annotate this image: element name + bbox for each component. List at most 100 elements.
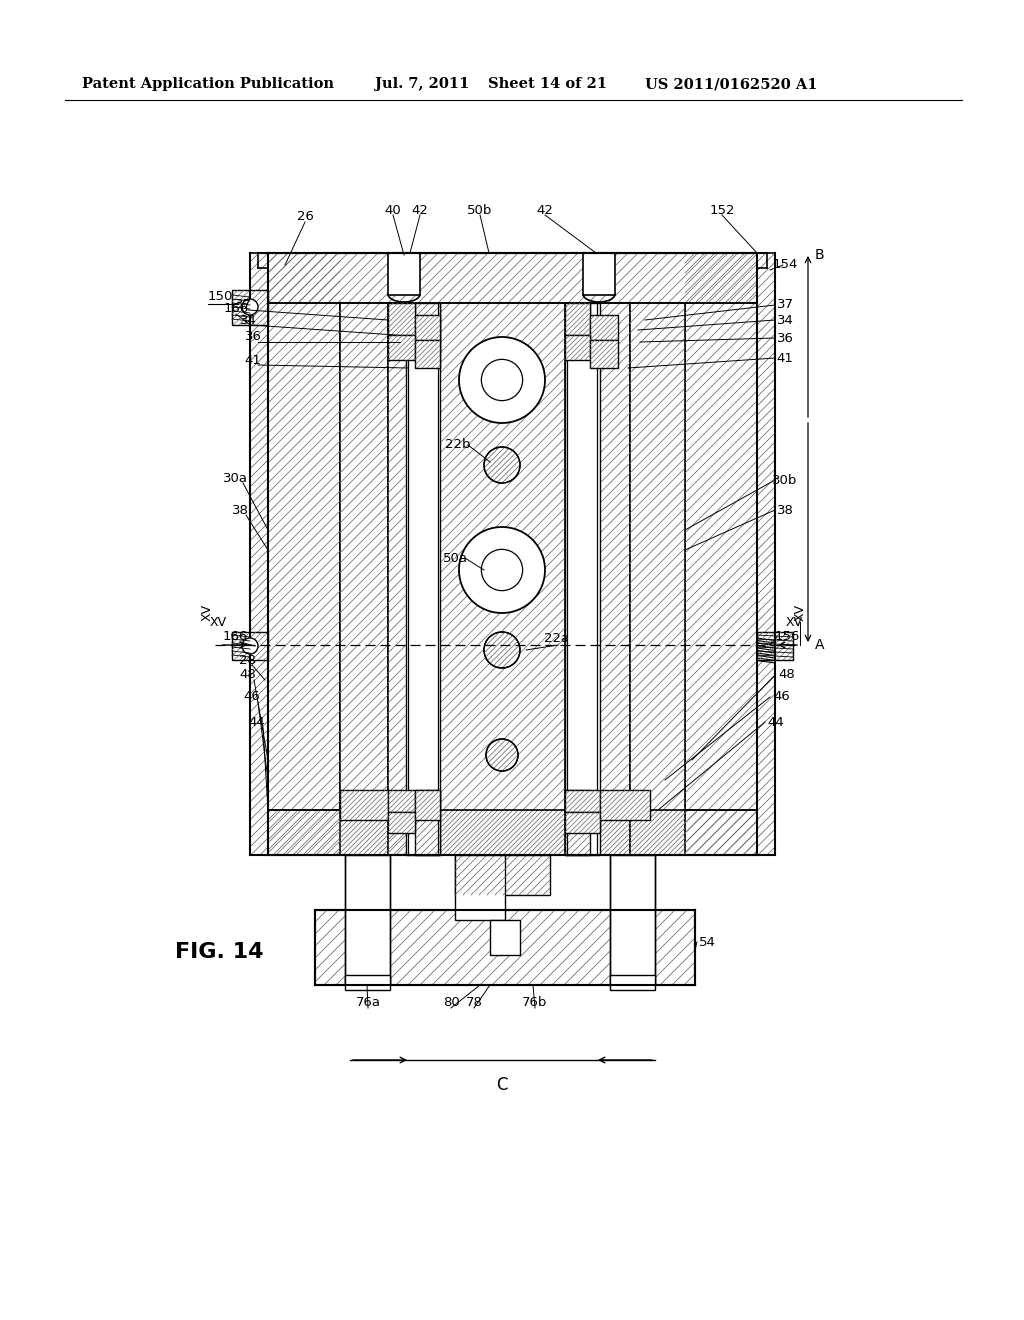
Text: 34: 34 bbox=[776, 314, 794, 326]
Bar bbox=[388, 335, 415, 360]
Bar bbox=[268, 253, 757, 304]
Text: FIG. 14: FIG. 14 bbox=[175, 942, 263, 962]
Text: 54: 54 bbox=[698, 936, 716, 949]
Text: 78: 78 bbox=[466, 995, 482, 1008]
Text: XV: XV bbox=[785, 615, 803, 628]
Text: 37: 37 bbox=[234, 298, 252, 312]
Bar bbox=[388, 789, 415, 812]
Bar bbox=[388, 304, 415, 335]
Bar bbox=[630, 304, 685, 855]
Text: 30b: 30b bbox=[772, 474, 798, 487]
Bar bbox=[232, 632, 268, 660]
Circle shape bbox=[486, 739, 518, 771]
Circle shape bbox=[459, 527, 545, 612]
Bar bbox=[565, 335, 590, 360]
Bar bbox=[415, 789, 440, 820]
Text: 41: 41 bbox=[245, 354, 261, 367]
Bar bbox=[565, 304, 590, 335]
Bar bbox=[590, 315, 618, 341]
Text: XV: XV bbox=[794, 603, 807, 620]
Bar bbox=[388, 812, 415, 833]
Text: US 2011/0162520 A1: US 2011/0162520 A1 bbox=[645, 77, 817, 91]
Text: 154: 154 bbox=[772, 259, 798, 272]
Bar bbox=[415, 789, 440, 855]
Bar bbox=[583, 253, 615, 294]
Text: 44: 44 bbox=[249, 715, 265, 729]
Text: 46: 46 bbox=[244, 690, 260, 704]
Bar bbox=[610, 855, 655, 985]
Bar bbox=[232, 290, 268, 325]
Text: 38: 38 bbox=[776, 503, 794, 516]
Bar bbox=[757, 632, 793, 660]
Text: 22b: 22b bbox=[445, 438, 471, 451]
Bar bbox=[345, 975, 390, 990]
Text: 42: 42 bbox=[412, 203, 428, 216]
Bar bbox=[340, 304, 388, 855]
Bar bbox=[250, 253, 268, 855]
Bar bbox=[268, 253, 340, 855]
Circle shape bbox=[484, 447, 520, 483]
Text: XV: XV bbox=[201, 603, 213, 620]
Bar bbox=[565, 304, 600, 855]
Text: 50b: 50b bbox=[467, 203, 493, 216]
Bar bbox=[600, 789, 650, 820]
Bar bbox=[565, 812, 600, 833]
Text: 46: 46 bbox=[773, 690, 791, 704]
Bar bbox=[440, 304, 565, 855]
Text: 40: 40 bbox=[385, 203, 401, 216]
Text: 150: 150 bbox=[207, 289, 232, 302]
Bar bbox=[455, 855, 505, 920]
Text: 30a: 30a bbox=[222, 471, 248, 484]
Bar bbox=[590, 341, 618, 368]
Text: 156: 156 bbox=[774, 631, 800, 644]
Text: 36: 36 bbox=[245, 330, 261, 343]
Bar bbox=[565, 304, 590, 355]
Text: 44: 44 bbox=[768, 715, 784, 729]
Bar bbox=[415, 304, 440, 355]
Bar bbox=[268, 810, 757, 855]
Bar bbox=[415, 315, 440, 341]
Text: 26: 26 bbox=[297, 210, 313, 223]
Bar bbox=[610, 975, 655, 990]
Text: XV: XV bbox=[210, 615, 226, 628]
Bar bbox=[415, 341, 440, 368]
Bar bbox=[345, 855, 390, 985]
Text: A: A bbox=[815, 638, 824, 652]
Circle shape bbox=[481, 549, 522, 590]
Bar bbox=[455, 855, 550, 895]
Circle shape bbox=[242, 300, 258, 315]
Circle shape bbox=[481, 359, 522, 401]
Text: 48: 48 bbox=[240, 668, 256, 681]
Text: 80: 80 bbox=[442, 995, 460, 1008]
Text: 41: 41 bbox=[776, 351, 794, 364]
Bar bbox=[565, 789, 600, 812]
Text: Sheet 14 of 21: Sheet 14 of 21 bbox=[488, 77, 607, 91]
Text: Jul. 7, 2011: Jul. 7, 2011 bbox=[375, 77, 469, 91]
Text: 37: 37 bbox=[776, 298, 794, 312]
Text: 42: 42 bbox=[537, 203, 553, 216]
Text: 76b: 76b bbox=[522, 995, 548, 1008]
Circle shape bbox=[484, 632, 520, 668]
Bar bbox=[685, 253, 757, 855]
Text: 34: 34 bbox=[240, 314, 256, 326]
Bar bbox=[388, 253, 420, 294]
Text: 48: 48 bbox=[778, 668, 796, 681]
Text: 76a: 76a bbox=[355, 995, 381, 1008]
Circle shape bbox=[459, 337, 545, 422]
Bar bbox=[757, 253, 775, 855]
Text: 50a: 50a bbox=[442, 552, 468, 565]
Text: 36: 36 bbox=[776, 331, 794, 345]
Bar bbox=[340, 789, 388, 820]
Bar bbox=[600, 304, 630, 855]
Text: 22a: 22a bbox=[545, 631, 569, 644]
Circle shape bbox=[242, 638, 258, 653]
Text: 38: 38 bbox=[231, 503, 249, 516]
Bar bbox=[565, 789, 590, 855]
Text: 166: 166 bbox=[222, 631, 248, 644]
Text: B: B bbox=[815, 248, 824, 261]
Bar bbox=[406, 304, 440, 855]
Text: 28: 28 bbox=[239, 653, 255, 667]
Bar bbox=[315, 909, 695, 985]
Text: 152: 152 bbox=[710, 203, 735, 216]
Text: C: C bbox=[497, 1076, 508, 1094]
